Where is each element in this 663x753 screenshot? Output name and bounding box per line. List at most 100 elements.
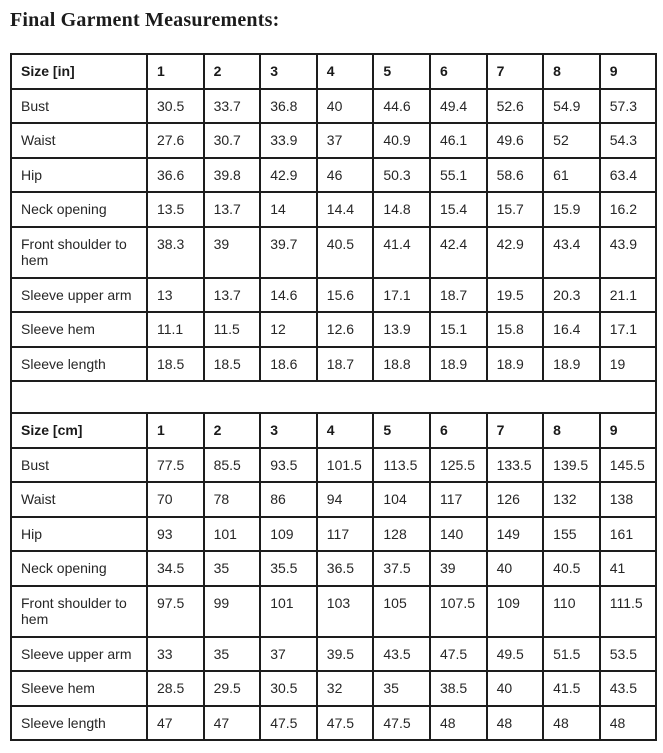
measurement-value: 104 [372, 481, 431, 518]
measurement-value: 29.5 [202, 670, 262, 707]
measurement-value: 37.5 [372, 550, 431, 587]
measurement-label: Sleeve hem [10, 670, 148, 707]
size-column-header: 6 [428, 53, 488, 90]
measurement-value: 33.9 [259, 122, 318, 159]
measurement-value: 18.9 [428, 345, 488, 383]
measurement-value: 12.6 [315, 311, 375, 348]
size-column-header: 9 [598, 53, 658, 90]
measurement-value: 42.4 [428, 225, 488, 279]
measurement-label: Sleeve hem [10, 311, 148, 348]
measurement-value: 41.4 [372, 225, 431, 279]
measurement-value: 42.9 [485, 225, 545, 279]
table-row: Sleeve length 18.5 18.5 18.6 18.7 18.8 18.9 18.… [10, 345, 658, 383]
measurement-value: 39.7 [259, 225, 318, 279]
table-row: Sleeve length 47 47 47.5 47.5 47.5 48 48 48 48 [10, 704, 658, 742]
measurement-value: 41 [598, 550, 658, 587]
measurement-value: 70 [146, 481, 205, 518]
measurement-value: 61 [542, 156, 601, 194]
measurement-value: 18.7 [315, 345, 375, 383]
measurement-value: 43.9 [598, 225, 658, 279]
measurement-value: 51.5 [542, 635, 601, 673]
measurement-value: 13.7 [202, 276, 262, 314]
measurement-value: 133.5 [485, 446, 545, 484]
size-header-row-centimeters: Size [cm] 1 2 3 4 5 6 7 8 9 [10, 412, 658, 449]
measurement-value: 50.3 [372, 156, 431, 194]
measurement-value: 35 [202, 550, 262, 587]
size-column-header: 1 [146, 412, 205, 449]
measurement-value: 36.8 [259, 87, 318, 125]
measurement-value: 47 [146, 704, 205, 742]
measurement-value: 41.5 [542, 670, 601, 707]
measurement-value: 110 [542, 584, 601, 638]
size-unit-header: Size [in] [10, 53, 148, 90]
measurement-value: 52.6 [485, 87, 545, 125]
table-section-spacer [9, 380, 658, 415]
measurement-value: 103 [315, 584, 375, 638]
measurement-value: 40 [485, 550, 545, 587]
table-row: Sleeve upper arm 33 35 37 39.5 43.5 47.5 49.5 51… [10, 635, 658, 673]
size-column-header: 2 [202, 53, 262, 90]
measurement-value: 30.5 [146, 87, 205, 125]
measurement-value: 30.5 [259, 670, 318, 707]
measurement-value: 43.5 [598, 670, 658, 707]
table-row: Waist 27.6 30.7 33.9 37 40.9 46.1 49.6 52 54.3 [10, 122, 658, 159]
measurement-value: 39.5 [315, 635, 375, 673]
measurement-value: 35.5 [259, 550, 318, 587]
measurement-value: 18.9 [485, 345, 545, 383]
table-row: Front shoulder to hem 38.3 39 39.7 40.5 41.4 4… [10, 225, 658, 279]
measurement-value: 109 [485, 584, 545, 638]
size-header-row-inches: Size [in] 1 2 3 4 5 6 7 8 9 [10, 53, 658, 90]
measurement-value: 39.8 [202, 156, 262, 194]
measurement-value: 44.6 [372, 87, 431, 125]
measurement-value: 19 [598, 345, 658, 383]
measurement-value: 47.5 [315, 704, 375, 742]
measurement-label: Sleeve length [10, 704, 148, 742]
measurement-label: Front shoulder to hem [10, 584, 148, 638]
measurement-value: 11.1 [146, 311, 205, 348]
measurement-value: 97.5 [146, 584, 205, 638]
measurement-value: 117 [315, 515, 375, 553]
measurement-label: Bust [10, 87, 148, 125]
table-row: Sleeve hem 28.5 29.5 30.5 32 35 38.5 40 41.5 43.5 [10, 670, 658, 707]
measurement-value: 13.7 [202, 191, 262, 228]
measurement-label: Waist [10, 481, 148, 518]
measurement-value: 161 [598, 515, 658, 553]
measurement-value: 132 [542, 481, 601, 518]
measurement-value: 48 [428, 704, 488, 742]
measurement-value: 46.1 [428, 122, 488, 159]
measurement-value: 14.8 [372, 191, 431, 228]
measurement-value: 77.5 [146, 446, 205, 484]
measurement-value: 13 [146, 276, 205, 314]
size-column-header: 2 [202, 412, 262, 449]
measurement-value: 47.5 [428, 635, 488, 673]
measurement-value: 54.3 [598, 122, 658, 159]
measurement-value: 32 [315, 670, 375, 707]
size-column-header: 7 [485, 412, 545, 449]
measurement-value: 15.6 [315, 276, 375, 314]
measurement-value: 40 [315, 87, 375, 125]
measurement-value: 107.5 [428, 584, 488, 638]
size-column-header: 3 [259, 412, 318, 449]
size-column-header: 3 [259, 53, 318, 90]
measurement-value: 101 [259, 584, 318, 638]
measurement-value: 48 [542, 704, 601, 742]
measurement-value: 16.2 [598, 191, 658, 228]
measurement-value: 113.5 [372, 446, 431, 484]
measurement-value: 17.1 [598, 311, 658, 348]
table-row: Sleeve hem 11.1 11.5 12 12.6 13.9 15.1 15.8 16.4… [10, 311, 658, 348]
measurement-label: Neck opening [10, 550, 148, 587]
measurement-value: 36.5 [315, 550, 375, 587]
table-row: Bust 77.5 85.5 93.5 101.5 113.5 125.5 133.5 139.… [10, 446, 658, 484]
measurement-value: 109 [259, 515, 318, 553]
measurement-value: 36.6 [146, 156, 205, 194]
size-unit-header: Size [cm] [10, 412, 148, 449]
size-column-header: 5 [372, 412, 431, 449]
page-title: Final Garment Measurements: [10, 9, 280, 31]
table-row: Front shoulder to hem 97.5 99 101 103 105 107.… [10, 584, 658, 638]
measurement-value: 149 [485, 515, 545, 553]
measurement-value: 94 [315, 481, 375, 518]
size-column-header: 8 [542, 412, 601, 449]
measurement-value: 15.4 [428, 191, 488, 228]
measurement-value: 78 [202, 481, 262, 518]
